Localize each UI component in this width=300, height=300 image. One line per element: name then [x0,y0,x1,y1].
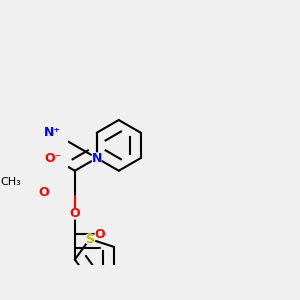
Text: O: O [95,228,106,241]
Circle shape [70,209,80,219]
Text: O: O [38,186,49,199]
Text: CH₃: CH₃ [1,177,22,187]
Circle shape [92,153,102,163]
Circle shape [85,234,95,244]
Circle shape [48,153,58,163]
Text: N⁺: N⁺ [44,126,62,139]
Circle shape [38,188,49,198]
Text: N: N [92,152,102,165]
Circle shape [6,177,16,187]
Circle shape [95,229,105,239]
Text: O⁻: O⁻ [44,152,61,165]
Text: O: O [70,207,80,220]
Text: S: S [85,232,94,245]
Circle shape [48,128,58,138]
